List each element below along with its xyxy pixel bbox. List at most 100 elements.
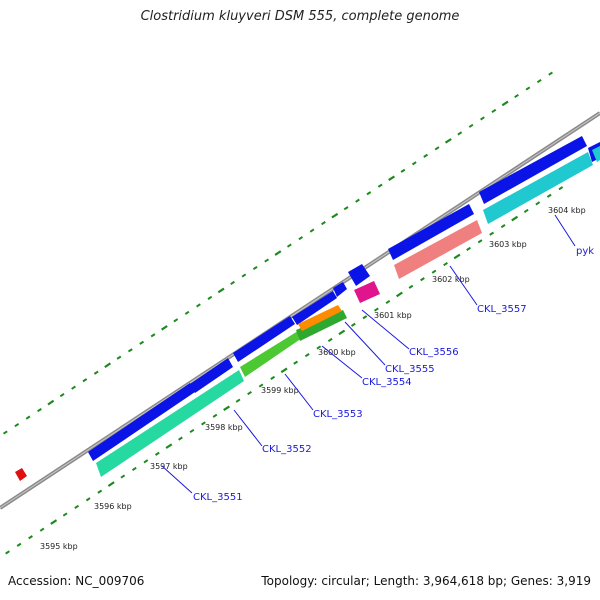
minor-tick: [466, 246, 471, 251]
minor-tick: [131, 466, 137, 472]
feature-marker-red[interactable]: [15, 468, 27, 481]
forward-cds-3[interactable]: [233, 316, 295, 362]
major-tick: [165, 443, 173, 449]
feature-cds-3554-dark[interactable]: [296, 310, 347, 341]
forward-cds-7[interactable]: [388, 204, 474, 260]
minor-tick: [28, 535, 33, 540]
minor-tick: [150, 333, 156, 338]
minor-tick: [420, 277, 425, 282]
forward-cds-1[interactable]: [88, 383, 195, 461]
major-tick: [217, 287, 225, 294]
minor-tick: [212, 413, 218, 418]
forward-cds-6[interactable]: [348, 264, 370, 286]
major-tick: [501, 100, 509, 107]
kbp-label: 3603 kbp: [489, 240, 527, 249]
major-tick: [50, 519, 58, 525]
minor-tick: [373, 307, 379, 312]
minor-tick: [321, 221, 326, 226]
minor-tick: [139, 340, 145, 345]
gene-label-leaders: [161, 214, 576, 494]
gene-label-ckl-3557[interactable]: CKL_3557: [477, 304, 527, 315]
major-tick: [107, 481, 115, 487]
minor-tick: [423, 153, 429, 158]
gene-label-ckl-3551[interactable]: CKL_3551: [193, 492, 243, 503]
forward-cds-2[interactable]: [190, 358, 233, 393]
feature-cds-pyk-a[interactable]: [483, 152, 593, 224]
minor-tick: [264, 258, 270, 263]
minor-tick: [82, 378, 88, 383]
minor-tick: [309, 228, 315, 233]
forward-cds-8[interactable]: [479, 136, 587, 204]
minor-tick: [120, 474, 126, 479]
minor-tick: [16, 542, 22, 547]
minor-tick: [235, 398, 241, 403]
gene-label-ckl-3555[interactable]: CKL_3555: [385, 364, 435, 375]
major-tick: [274, 250, 282, 256]
forward-cds-5[interactable]: [333, 282, 347, 297]
minor-tick: [207, 295, 213, 300]
minor-tick: [241, 273, 247, 278]
major-tick: [47, 399, 55, 406]
minor-tick: [97, 489, 103, 494]
gene-label-ckl-3554[interactable]: CKL_3554: [362, 377, 412, 388]
minor-tick: [523, 208, 529, 214]
major-tick: [338, 329, 346, 336]
kbp-label: 3597 kbp: [150, 462, 188, 471]
minor-tick: [298, 236, 304, 241]
minor-tick: [525, 86, 531, 91]
kbp-label: 3599 kbp: [261, 386, 299, 395]
gene-label-ckl-3553[interactable]: CKL_3553: [313, 409, 363, 420]
major-tick: [395, 291, 403, 298]
minor-tick: [74, 504, 80, 509]
gene-label-pyk[interactable]: pyk: [576, 246, 594, 257]
accession-text: Accession: NC_009706: [8, 574, 145, 588]
genome-summary-text: Topology: circular; Length: 3,964,618 bp…: [261, 574, 591, 588]
minor-tick: [408, 284, 414, 289]
minor-tick: [480, 116, 485, 121]
minor-tick: [491, 108, 497, 114]
kbp-label: 3600 kbp: [318, 348, 356, 357]
minor-tick: [173, 318, 179, 323]
minor-tick: [327, 337, 333, 343]
genome-backbone-highlight: [0, 112, 600, 509]
minor-tick: [434, 146, 440, 151]
kbp-label: 3604 kbp: [548, 206, 586, 215]
tick-marks: [2, 71, 564, 555]
map-title: Clostridium kluyveri DSM 555, complete g…: [140, 9, 460, 24]
minor-tick: [143, 459, 149, 464]
major-tick: [223, 405, 230, 412]
major-tick: [160, 325, 168, 331]
major-tick: [453, 253, 461, 260]
forward-strand-features: [88, 136, 600, 461]
minor-tick: [71, 385, 76, 390]
feature-cds-3554-orange[interactable]: [298, 305, 342, 331]
minor-tick: [286, 243, 292, 248]
kbp-labels: 3595 kbp 3596 kbp 3597 kbp 3598 kbp 3599…: [40, 206, 586, 551]
minor-tick: [62, 512, 68, 517]
major-tick: [511, 215, 519, 222]
minor-tick: [196, 303, 201, 308]
minor-tick: [362, 315, 368, 320]
feature-cds-3551[interactable]: [96, 370, 244, 477]
major-tick: [280, 367, 288, 374]
gene-label-ckl-3552[interactable]: CKL_3552: [262, 444, 312, 455]
feature-cds-3557[interactable]: [394, 220, 482, 279]
reverse-strand-features: [96, 146, 600, 477]
feature-cds-pyk-b[interactable]: [592, 146, 600, 162]
gene-label-ckl-3556[interactable]: CKL_3556: [409, 347, 459, 358]
kbp-label: 3595 kbp: [40, 542, 78, 551]
feature-cds-3555[interactable]: [354, 281, 380, 303]
minor-tick: [5, 550, 10, 555]
minor-tick: [377, 183, 383, 188]
forward-cds-4[interactable]: [292, 291, 337, 325]
minor-tick: [247, 390, 252, 396]
feature-cds-3553[interactable]: [240, 331, 302, 377]
minor-tick: [350, 322, 356, 327]
gene-labels: CKL_3551 CKL_3552 CKL_3553 CKL_3554 CKL_…: [193, 246, 594, 503]
kbp-label: 3602 kbp: [432, 275, 470, 284]
minor-tick: [25, 415, 31, 420]
minor-tick: [443, 261, 448, 267]
minor-tick: [468, 123, 474, 128]
minor-tick: [304, 353, 310, 358]
